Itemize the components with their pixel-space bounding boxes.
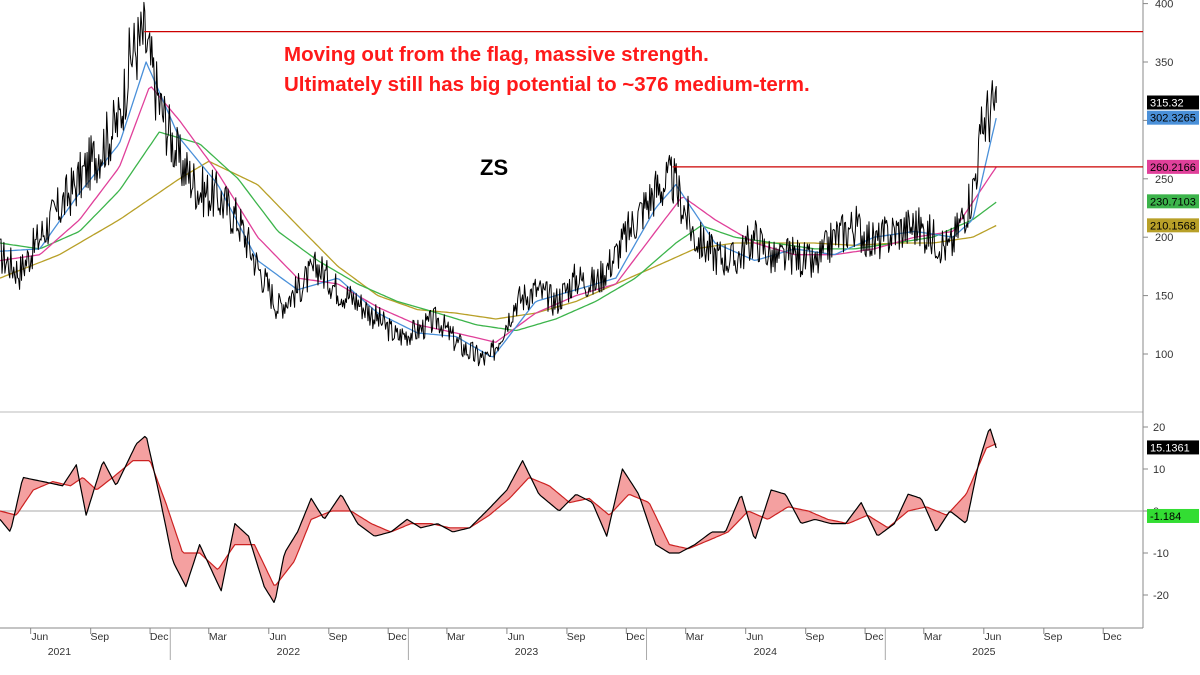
x-month-label: Sep (567, 631, 586, 643)
price-value-label-bg (1147, 159, 1199, 174)
moving-average-line-2 (0, 86, 997, 343)
x-month-label: Sep (1044, 631, 1063, 643)
price-y-tick-label: 400 (1155, 0, 1173, 11)
price-y-tick-label: 350 (1155, 57, 1173, 69)
axes: 100150200250300350400-20-1001020JunSepDe… (30, 0, 1173, 660)
moving-average-line-1 (0, 61, 997, 358)
x-month-label: Jun (31, 631, 48, 643)
x-month-label: Jun (984, 631, 1001, 643)
x-month-label: Sep (329, 631, 348, 643)
x-month-label: Mar (686, 631, 705, 643)
oscillator-y-tick-label: 20 (1153, 422, 1165, 434)
x-month-label: Sep (806, 631, 825, 643)
oscillator-value-label: 15.1361 (1150, 442, 1190, 454)
price-y-tick-label: 200 (1155, 232, 1173, 244)
x-month-label: Jun (269, 631, 286, 643)
horizontal-levels (144, 31, 1143, 168)
annotation-line-1: Moving out from the flag, massive streng… (284, 43, 709, 66)
oscillator-value-label: -1.184 (1150, 511, 1181, 523)
ticker-label: ZS (480, 155, 509, 180)
price-y-tick-label: 150 (1155, 291, 1173, 303)
price-value-label-bg (1147, 194, 1199, 209)
x-month-label: Jun (508, 631, 525, 643)
oscillator-value-label-bg (1147, 508, 1199, 523)
x-month-label: Sep (90, 631, 109, 643)
price-value-label-bg (1147, 95, 1199, 110)
x-month-label: Dec (1103, 631, 1122, 643)
oscillator-line-0 (0, 428, 997, 603)
x-year-label: 2021 (48, 646, 72, 658)
x-year-label: 2025 (972, 646, 996, 658)
x-year-label: 2023 (515, 646, 539, 658)
price-value-label: 210.1568 (1150, 220, 1196, 232)
price-value-label: 315.32 (1150, 98, 1184, 110)
oscillator-y-tick-label: 10 (1153, 464, 1165, 476)
x-month-label: Mar (447, 631, 466, 643)
price-value-label: 230.7103 (1150, 196, 1196, 208)
price-value-label-bg (1147, 218, 1199, 233)
x-month-label: Dec (150, 631, 169, 643)
x-month-label: Dec (865, 631, 884, 643)
x-month-label: Dec (626, 631, 645, 643)
oscillator-line-1 (0, 443, 997, 586)
series-lines (0, 1, 997, 603)
price-y-tick-label: 100 (1155, 349, 1173, 361)
annotation-line-2: Ultimately still has big potential to ~3… (284, 73, 810, 96)
x-year-label: 2024 (754, 646, 778, 658)
price-series-line (0, 1, 997, 367)
oscillator-y-tick-label: -20 (1153, 590, 1169, 602)
oscillator-fill-area (0, 429, 997, 603)
price-y-tick-label: 250 (1155, 174, 1173, 186)
x-month-label: Dec (388, 631, 407, 643)
price-value-label: 260.2166 (1150, 162, 1196, 174)
x-month-label: Jun (746, 631, 763, 643)
x-year-label: 2022 (277, 646, 301, 658)
x-month-label: Mar (924, 631, 943, 643)
price-value-label: 302.3265 (1150, 113, 1196, 125)
oscillator-fill (0, 429, 997, 603)
value-labels: 315.32 302.3265 260.2166 230.7103 210.1568 15… (1147, 95, 1199, 523)
price-value-label-bg (1147, 110, 1199, 125)
x-month-label: Mar (209, 631, 228, 643)
oscillator-value-label-bg (1147, 440, 1199, 455)
oscillator-y-tick-label: -10 (1153, 548, 1169, 560)
chart-annotation: Moving out from the flag, massive streng… (284, 40, 810, 100)
